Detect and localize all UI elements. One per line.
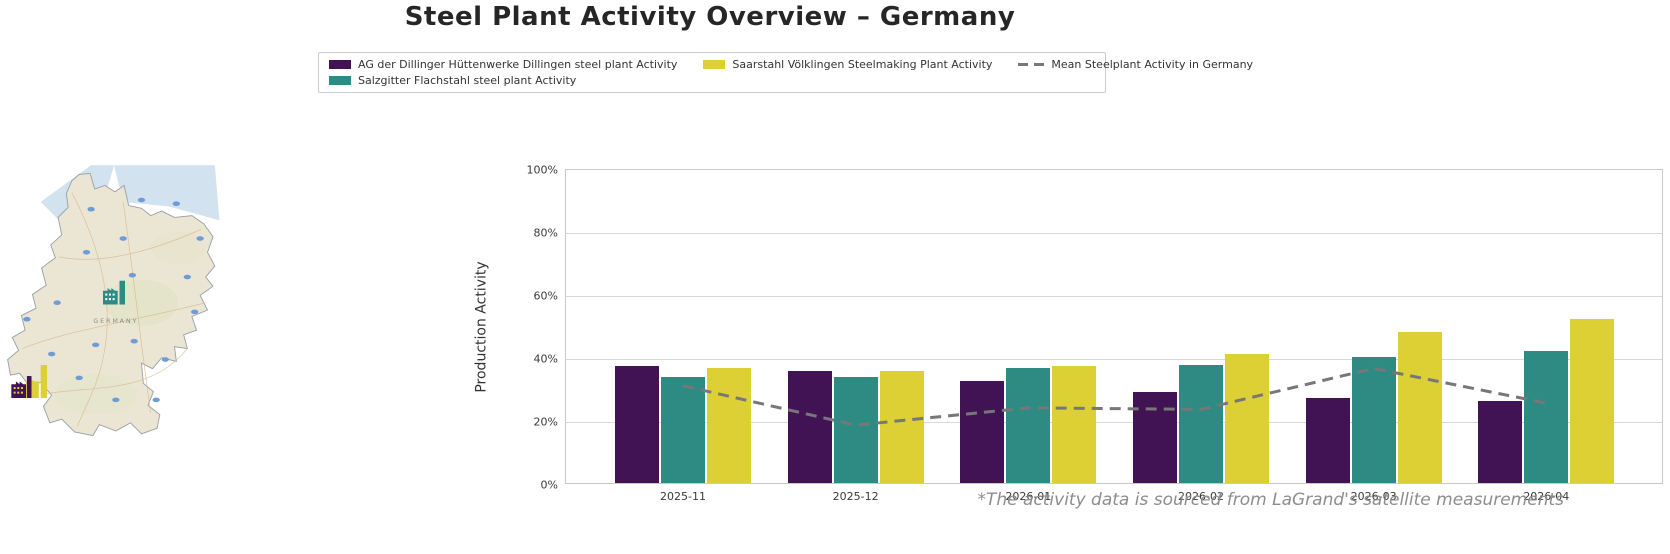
germany-map-svg: GERMANY [7, 165, 220, 437]
y-tick-0%: 0% [540, 478, 558, 492]
bar-2026-04-series-1 [1524, 350, 1569, 483]
legend-label: Salzgitter Flachstahl steel plant Activi… [358, 74, 577, 87]
bar-2026-04-series-2 [1570, 319, 1615, 483]
bar-2026-01-series-1 [1006, 368, 1051, 483]
page-title: Steel Plant Activity Overview – Germany [404, 2, 1016, 32]
y-tick-40%: 40% [533, 352, 558, 366]
bar-2026-03-series-2 [1397, 331, 1442, 483]
bar-2026-02-series-2 [1224, 353, 1269, 483]
legend-column: Saarstahl Völklingen Steelmaking Plant A… [703, 58, 992, 71]
bar-2026-03-series-0 [1305, 397, 1350, 483]
data-source-footnote: *The activity data is sourced from LaGra… [977, 490, 1564, 510]
y-tick-100%: 100% [526, 163, 558, 177]
bar-chart-plot-area: 0% 20% 40% 60% 80% 100% 2025-11 2025-12 2026-01 2… [527, 164, 1663, 503]
bar-2026-01-series-0 [960, 380, 1005, 483]
x-tick-2026-01: 2026-01 [1005, 490, 1052, 503]
germany-map-label: GERMANY [93, 317, 138, 325]
bar-2025-11-series-2 [707, 368, 751, 483]
legend-entry-dillingen: AG der Dillinger Hüttenwerke Dillingen s… [329, 58, 677, 71]
y-tick-80%: 80% [533, 226, 558, 240]
y-tick-60%: 60% [533, 289, 558, 303]
salzgitter-color-swatch [329, 76, 351, 85]
bar-2026-03-series-1 [1351, 357, 1396, 483]
bar-2026-02-series-1 [1178, 364, 1223, 483]
baltic-sea [114, 165, 220, 221]
legend-column: AG der Dillinger Hüttenwerke Dillingen s… [329, 58, 677, 87]
legend-entry-voelklingen: Saarstahl Völklingen Steelmaking Plant A… [703, 58, 992, 71]
y-tick-20%: 20% [533, 415, 558, 429]
bar-2025-12-series-1 [833, 377, 878, 483]
bar-2025-12-series-2 [879, 371, 924, 483]
bar-2026-04-series-0 [1478, 401, 1523, 483]
gridline-40% [566, 359, 1662, 360]
bar-2025-11-series-1 [661, 377, 705, 483]
dillingen-color-swatch [329, 60, 351, 69]
gridline-60% [566, 296, 1662, 297]
terrain-patch [54, 374, 137, 415]
chart-legend: AG der Dillinger Hüttenwerke Dillingen s… [318, 52, 1253, 93]
legend-column: Mean Steelplant Activity in Germany [1018, 58, 1253, 71]
terrain-patch [150, 231, 206, 265]
legend-label: AG der Dillinger Hüttenwerke Dillingen s… [358, 58, 678, 71]
bar-2026-01-series-2 [1052, 366, 1097, 483]
x-tick-2026-02: 2026-02 [1177, 490, 1224, 503]
y-axis-label-text: Production Activity [474, 260, 491, 393]
bar-2025-11-series-0 [615, 366, 659, 483]
road-network [22, 192, 206, 427]
x-tick-2026-04: 2026-04 [1523, 490, 1570, 503]
dillingen-plant-marker [11, 376, 32, 399]
y-axis-label: Production Activity [472, 169, 492, 484]
gridline-80% [566, 233, 1662, 234]
legend-label: Mean Steelplant Activity in Germany [1051, 58, 1254, 71]
legend-label: Saarstahl Völklingen Steelmaking Plant A… [732, 58, 993, 71]
x-tick-2025-12: 2025-12 [832, 490, 879, 503]
legend-entry-mean: Mean Steelplant Activity in Germany [1018, 58, 1253, 71]
gridline-20% [566, 422, 1662, 423]
x-tick-2025-11: 2025-11 [660, 490, 706, 503]
x-tick-2026-03: 2026-03 [1350, 490, 1397, 503]
voelklingen-color-swatch [703, 60, 726, 69]
mean-activity-line [682, 366, 1547, 427]
bar-2025-12-series-0 [787, 371, 832, 483]
mean-dashed-line-swatch [1018, 63, 1045, 66]
highway-markers [23, 197, 204, 403]
bar-2026-02-series-0 [1132, 391, 1177, 483]
germany-map: GERMANY [4, 154, 224, 456]
legend-entry-salzgitter: Salzgitter Flachstahl steel plant Activi… [329, 74, 677, 87]
salzgitter-plant-marker [103, 280, 125, 305]
